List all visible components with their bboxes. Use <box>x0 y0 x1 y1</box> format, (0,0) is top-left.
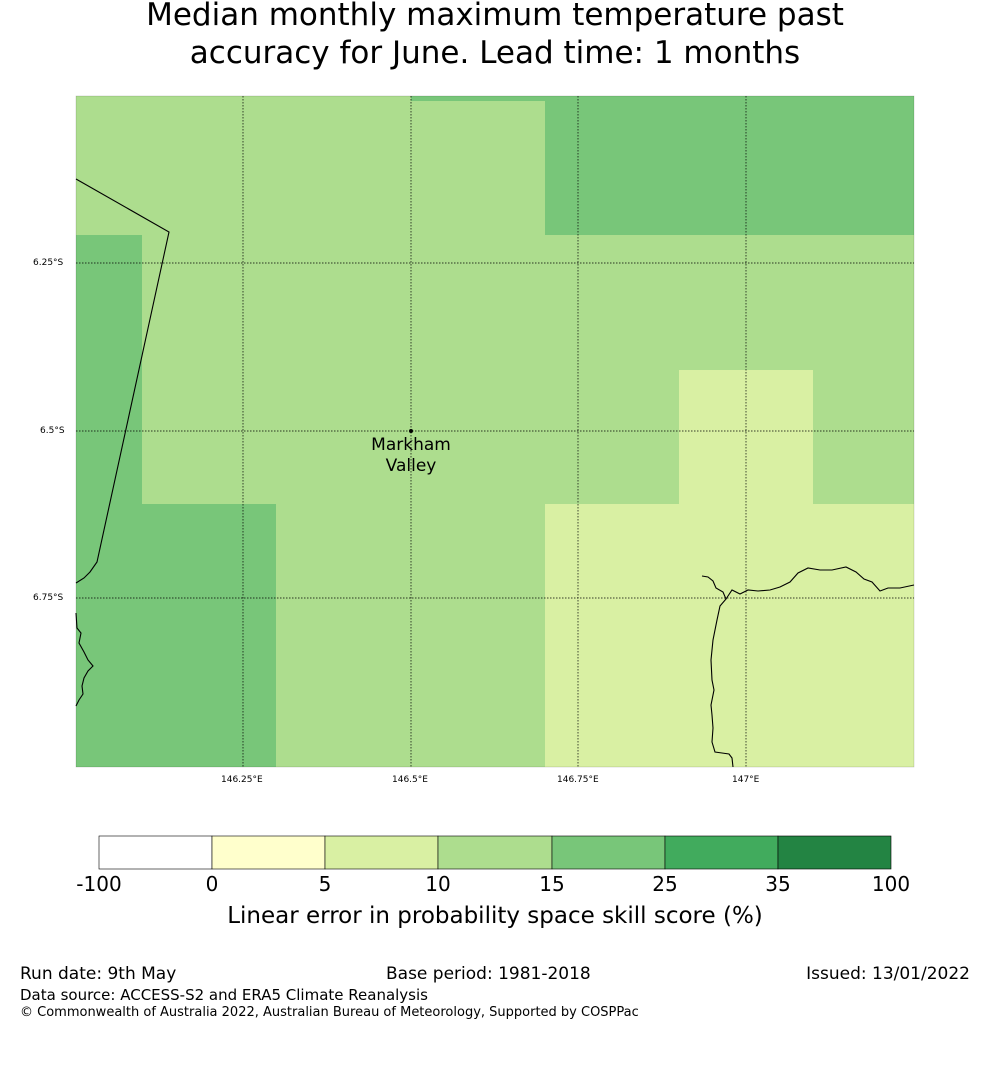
lat-tick-label: 6.25°S <box>33 258 64 268</box>
grid-cell <box>411 96 914 101</box>
data-source: Data source: ACCESS-S2 and ERA5 Climate … <box>20 986 428 1004</box>
colorbar-tick-label: 0 <box>205 872 219 896</box>
place-label-line-2: Valley <box>385 456 437 476</box>
location-marker <box>409 429 413 433</box>
province-boundary <box>75 178 170 584</box>
colorbar-tick-label: 100 <box>871 872 911 896</box>
colorbar-tick-label: 25 <box>652 872 678 896</box>
place-label-line-1: Markham <box>371 435 451 455</box>
colorbar-segment <box>551 835 666 870</box>
colorbar-segment <box>664 835 779 870</box>
lat-tick-label: 6.5°S <box>40 426 65 436</box>
colorbar-tick-label: 15 <box>539 872 565 896</box>
map-title: Median monthly maximum temperature past … <box>0 0 990 72</box>
colorbar-segment <box>98 835 213 870</box>
colorbar-segment <box>211 835 326 870</box>
lon-tick-label: 146.25°E <box>221 775 263 785</box>
copyright-notice: © Commonwealth of Australia 2022, Austra… <box>20 1005 639 1020</box>
base-period: Base period: 1981-2018 <box>386 964 591 984</box>
title-line-2: accuracy for June. Lead time: 1 months <box>189 35 801 71</box>
coastline-huon-peninsula <box>725 566 915 600</box>
grid-cell <box>76 235 142 504</box>
run-date: Run date: 9th May <box>20 964 177 984</box>
place-label: Markham Valley <box>361 435 461 477</box>
colorbar-segment <box>324 835 439 870</box>
graticule <box>76 96 914 767</box>
colorbar-segment <box>777 835 892 870</box>
coastline-huon-gulf <box>701 575 734 768</box>
skill-grid <box>76 96 914 767</box>
colorbar-tick-label: 35 <box>765 872 791 896</box>
lon-tick-label: 146.5°E <box>392 775 428 785</box>
colorbar-label: Linear error in probability space skill … <box>227 903 763 929</box>
grid-cell <box>76 504 276 767</box>
colorbar-tick-label: 5 <box>318 872 332 896</box>
colorbar-segment <box>437 835 553 870</box>
grid-cell <box>679 370 813 504</box>
colorbar <box>98 835 892 870</box>
boundaries <box>75 178 915 768</box>
lat-tick-label: 6.75°S <box>33 593 64 603</box>
issued-date: Issued: 13/01/2022 <box>806 964 970 984</box>
lon-tick-label: 146.75°E <box>557 775 599 785</box>
grid-cell <box>545 504 914 767</box>
colorbar-tick-label: 10 <box>425 872 451 896</box>
colorbar-tick-label: -100 <box>76 872 122 896</box>
title-line-1: Median monthly maximum temperature past <box>146 0 844 33</box>
map-frame <box>75 95 915 768</box>
grid-cell <box>545 101 914 235</box>
west-coastline <box>75 612 94 707</box>
lon-tick-label: 147°E <box>732 775 760 785</box>
